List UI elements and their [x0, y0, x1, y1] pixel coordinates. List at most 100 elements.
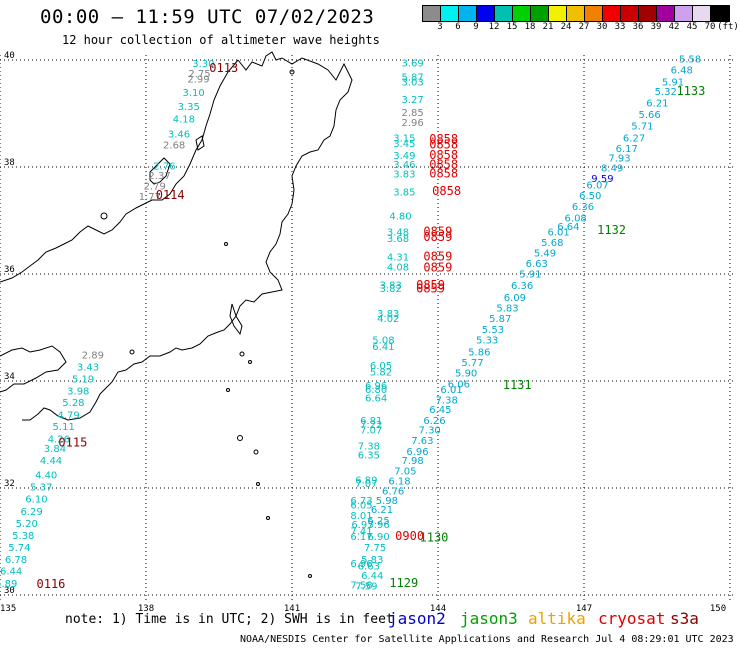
lat-tick-label: 36: [4, 265, 15, 275]
wave-height-value: 3.82: [380, 284, 402, 295]
pass-time-label: 0859: [423, 250, 452, 264]
color-swatch: [459, 6, 477, 21]
lon-tick-label: 135: [0, 604, 16, 614]
wave-height-value: 7.63: [411, 436, 433, 447]
wave-height-value: 3.27: [402, 95, 424, 106]
wave-height-value: 4.40: [35, 470, 57, 481]
wave-height-value: 4.02: [377, 314, 399, 325]
wave-height-value: 7.22: [360, 420, 382, 431]
wave-height-value: 3.46: [393, 160, 415, 171]
wave-height-value: 6.21: [646, 99, 668, 110]
pass-time-label: 0900: [395, 529, 424, 543]
legend-item-s3a: s3a: [670, 609, 699, 628]
wave-height-value: 3.46: [168, 130, 190, 141]
color-scale-labels: 3 6 9 12 15 18 21 24 27 30 33 36 39 42 45 70 (ft): [422, 22, 740, 34]
color-scale-label: 36: [632, 22, 644, 32]
wave-height-value: 7.05: [394, 467, 416, 478]
wave-height-value: 5.33: [476, 336, 498, 347]
lon-tick-label: 147: [576, 604, 592, 614]
color-swatch: [477, 6, 495, 21]
pass-time-label: 0116: [37, 577, 66, 591]
island-4: [248, 360, 252, 364]
wave-height-value: 6.50: [579, 191, 601, 202]
wave-height-value: 5.96: [367, 520, 389, 531]
color-swatch: [513, 6, 531, 21]
color-scale-label: 12: [488, 22, 500, 32]
wave-height-value: 6.21: [371, 505, 393, 516]
wave-height-value: 6.10: [25, 494, 47, 505]
wave-height-value: 5.20: [16, 519, 38, 530]
map-subtitle: 12 hour collection of altimeter wave hei…: [62, 33, 380, 47]
wave-height-value: 6.17: [616, 144, 638, 155]
pass-time-label: 0858: [429, 148, 458, 162]
wave-height-value: 5.66: [639, 110, 661, 121]
wave-height-value: 2.79: [144, 181, 166, 192]
wave-height-value: 6.96: [365, 381, 387, 392]
lon-tick-label: 150: [710, 604, 726, 614]
lon-tick-label: 141: [284, 604, 300, 614]
pass-time-label: 0859: [423, 224, 452, 238]
wave-height-value: 3.83: [380, 280, 402, 291]
wave-height-value: 4.18: [173, 115, 195, 126]
note-text: note: 1) Time is in UTC; 2) SWH is in fe…: [65, 612, 394, 627]
observations: 3.302.752.993.103.354.183.462.682.762.37…: [0, 55, 705, 593]
color-scale-label: (ft): [717, 22, 739, 32]
wave-height-value: 5.87: [402, 72, 424, 83]
wave-height-value: 6.08: [565, 214, 587, 225]
wave-height-value: 6.48: [671, 65, 693, 76]
island-8: [256, 482, 260, 486]
wave-height-value: 2.76: [153, 162, 175, 173]
color-scale-label: 42: [668, 22, 680, 32]
pass-time-label: 1131: [503, 378, 532, 392]
lon-tick-label: 144: [430, 604, 446, 614]
wave-height-value: 6.64: [557, 222, 579, 233]
wave-height-value: 5.91: [662, 78, 684, 89]
island-3: [239, 351, 245, 357]
wave-height-value: 6.35: [358, 451, 380, 462]
wave-height-value: 5.58: [679, 55, 701, 66]
lat-tick-label: 38: [4, 158, 15, 168]
wave-height-value: 6.29: [20, 507, 42, 518]
color-swatch: [495, 6, 513, 21]
wave-height-value: 7.59: [355, 582, 377, 593]
pass-time-label: 1132: [597, 223, 626, 237]
color-scale-label: 30: [596, 22, 608, 32]
island-9: [266, 516, 270, 520]
island-1: [289, 69, 295, 75]
color-swatch: [657, 6, 675, 21]
island-12: [100, 212, 108, 220]
wave-height-value: 6.44: [0, 567, 22, 578]
wave-height-value: 5.91: [519, 270, 541, 281]
color-scale-label: 24: [560, 22, 572, 32]
wave-height-value: 6.09: [504, 293, 526, 304]
wave-height-value: 5.83: [361, 555, 383, 566]
wave-height-value: 6.89: [355, 476, 377, 487]
pass-time-label: 0114: [156, 188, 185, 202]
wave-height-value: 6.90: [367, 532, 389, 543]
wave-height-value: 5.71: [631, 122, 653, 133]
wave-height-value: 2.89: [82, 351, 104, 362]
island-11: [129, 349, 135, 355]
wave-height-value: 6.27: [623, 133, 645, 144]
color-swatch: [603, 6, 621, 21]
wave-height-value: 6.44: [361, 571, 383, 582]
color-scale-label: 27: [578, 22, 590, 32]
wave-height-value: 6.07: [586, 180, 608, 191]
wave-height-value: 5.38: [12, 531, 34, 542]
legend-item-altika: altika: [528, 609, 586, 628]
wave-height-value: 3.49: [393, 151, 415, 162]
wave-height-value: 6.18: [388, 476, 410, 487]
color-swatch: [621, 6, 639, 21]
wave-height-value: 2.75: [188, 69, 210, 80]
wave-height-value: 3.84: [44, 444, 66, 455]
wave-height-value: 4.79: [57, 410, 79, 421]
wave-height-value: 5.89: [0, 579, 17, 590]
wave-height-value: 6.25: [367, 516, 389, 527]
color-swatch: [549, 6, 567, 21]
wave-height-value: 5.98: [376, 496, 398, 507]
wave-height-value: 5.68: [541, 238, 563, 249]
wave-height-value: 3.45: [393, 139, 415, 150]
pass-time-label: 0113: [209, 61, 238, 75]
pass-time-label: 0859: [416, 282, 445, 296]
